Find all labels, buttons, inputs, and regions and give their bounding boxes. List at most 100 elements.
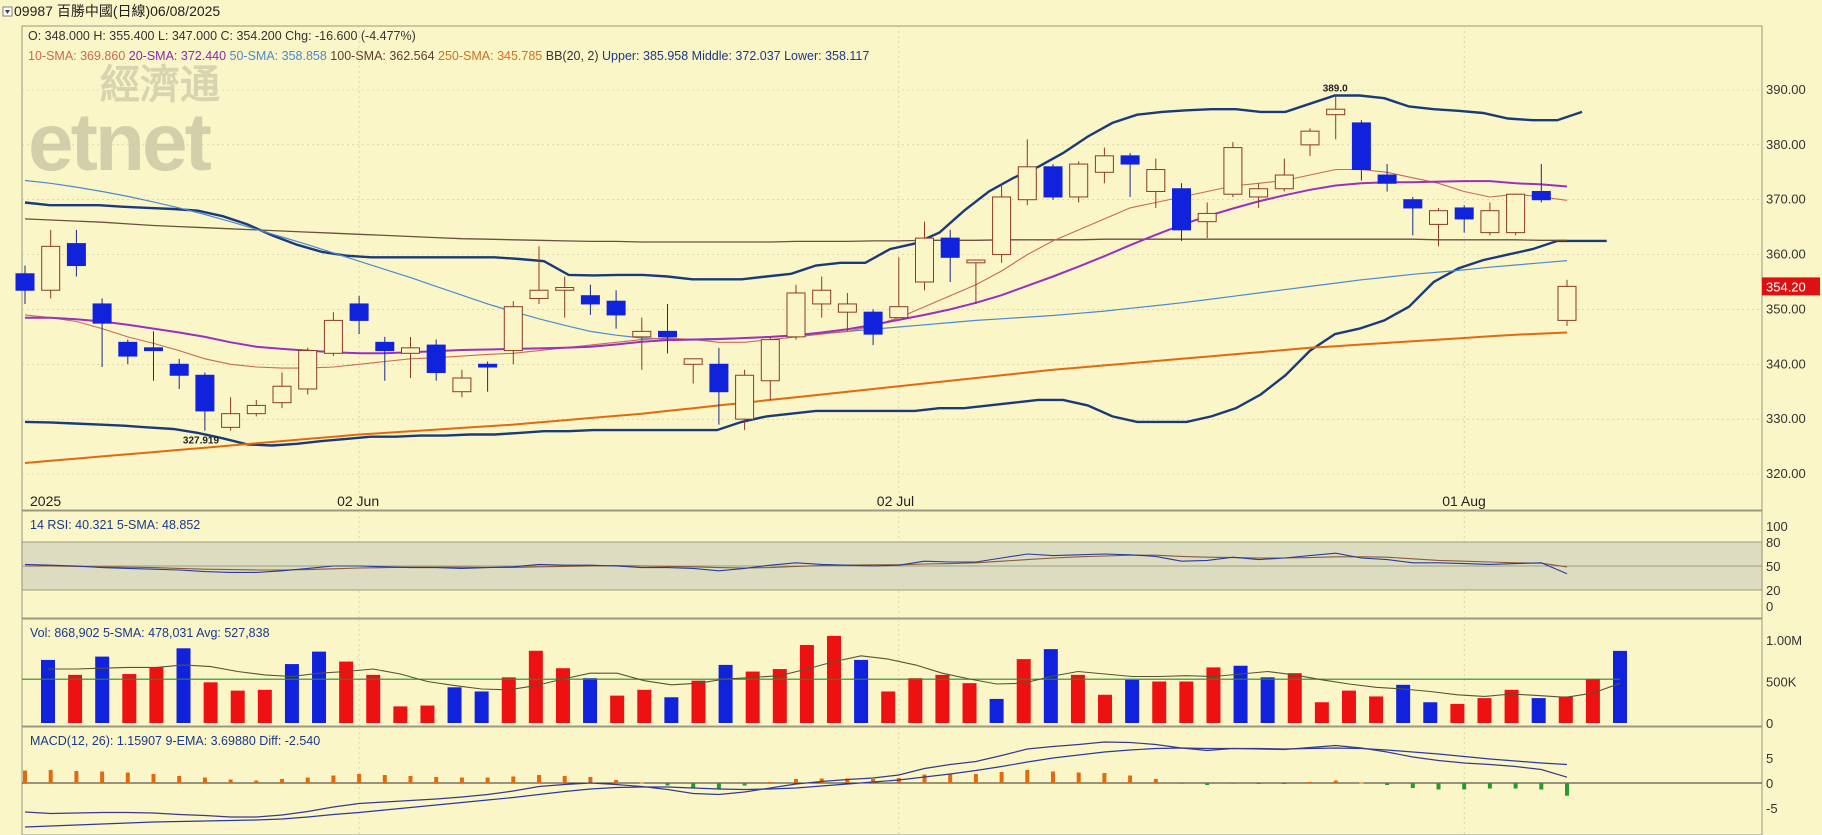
macd-histogram-bar (948, 773, 953, 783)
candle (709, 347, 729, 425)
candle (66, 229, 86, 277)
sma250-line (24, 331, 1568, 464)
candle-up-body (632, 330, 652, 338)
macd-histogram-bar (1205, 783, 1210, 785)
volume-panel: 1.00M 500K 0 (22, 633, 1802, 731)
macd-histogram-bar (588, 777, 593, 783)
candle-down-body (15, 273, 35, 291)
candle (349, 295, 369, 335)
macd-line (24, 741, 1568, 818)
candle (92, 298, 112, 368)
macd-histogram-bar (125, 772, 130, 783)
candle-down-body (1531, 190, 1551, 201)
candle-down-body (580, 295, 600, 305)
candle-down-body (195, 374, 215, 412)
macd-histogram-bar (280, 779, 284, 783)
price-axis: 390.00 380.00 370.00 360.00 350.00 340.00 330.… (1762, 82, 1820, 481)
volume-bar (962, 683, 977, 723)
price-panel-frame (21, 25, 1763, 511)
candle-up-body (529, 289, 549, 299)
candle-down-body (709, 363, 729, 393)
candle-up-body (1557, 285, 1577, 321)
volume-bar (1260, 677, 1275, 723)
macd-signal-line (24, 747, 1568, 828)
macd-histogram-bar (100, 771, 105, 783)
volume-bar (989, 698, 1004, 723)
macd-histogram-bar (1308, 782, 1312, 783)
ohlc-readout: O: 348.000 H: 355.400 L: 347.000 C: 354.… (28, 29, 416, 43)
candle (1094, 147, 1114, 184)
macd-histogram-bar (1102, 773, 1107, 783)
volume-bar (1314, 702, 1329, 723)
macd-histogram-bar (614, 780, 619, 783)
candle (401, 336, 420, 378)
macd-histogram-bar (871, 779, 876, 783)
candle (1069, 161, 1089, 203)
volume-bar (149, 667, 164, 723)
candle (1274, 158, 1294, 192)
volume-label: Vol: 868,902 5-SMA: 478,031 Avg: 527,838 (30, 626, 270, 640)
macd-histogram-bar (768, 782, 773, 783)
volume-bar (610, 695, 625, 723)
price-tick-label: 360.00 (1766, 247, 1806, 262)
volume-bar (718, 664, 733, 723)
candle (1506, 193, 1526, 236)
volume-bar (1423, 702, 1438, 723)
macd-histogram-bar (305, 777, 310, 783)
period-high-label: 389.0 (1323, 83, 1348, 94)
candle-up-body (298, 350, 318, 390)
legend-item-3: 100-SMA: 362.564 (330, 49, 438, 63)
period-low-label: 327.919 (183, 436, 220, 447)
candle-up-body (915, 237, 934, 283)
volume-bar (312, 651, 327, 723)
macd-histogram-bar (639, 782, 644, 784)
watermark-etnet: etnet (28, 97, 212, 188)
price-tick-label: 320.00 (1766, 466, 1806, 481)
rsi-tick-label: 20 (1766, 583, 1780, 598)
candle-down-body (1172, 188, 1191, 231)
volume-bar (501, 677, 516, 723)
annotations: 389.0 327.919 (183, 83, 1348, 446)
macd-histogram-bar (1128, 775, 1133, 783)
candle-up-body (889, 306, 909, 319)
volume-bar (393, 706, 408, 723)
legend-item-5: BB(20, 2) (546, 49, 602, 63)
x-axis: 2025 02 Jun 02 Jul 01 Aug (30, 493, 1486, 509)
last-price-label: 354.20 (1766, 279, 1806, 294)
macd-label: MACD(12, 26): 1.15907 9-EMA: 3.69880 Dif… (30, 734, 320, 748)
candle-down-body (426, 344, 446, 374)
legend-item-2: 50-SMA: 358.858 (230, 49, 331, 63)
candle (658, 303, 677, 354)
candle (1120, 153, 1140, 197)
volume-bar (1585, 679, 1600, 723)
candle-up-body (1249, 188, 1269, 198)
candle (580, 284, 600, 315)
candle (1557, 279, 1577, 326)
candle (992, 183, 1012, 263)
macd-panel: 5 0 -5 (22, 741, 1778, 828)
rsi-tick-label: 50 (1766, 559, 1780, 574)
volume-bar (1396, 684, 1411, 723)
legend-item-1: 20-SMA: 372.440 (129, 49, 230, 63)
volume-bar (772, 669, 787, 723)
volume-bar (176, 648, 191, 723)
macd-histogram-bar (382, 775, 387, 783)
candle-down-body (940, 237, 960, 258)
rsi-tick-label: 80 (1766, 535, 1780, 550)
macd-histogram-bar (357, 774, 362, 783)
volume-bar (637, 689, 652, 723)
candle (272, 372, 292, 409)
candle-up-body (1300, 130, 1320, 146)
volume-bar (691, 680, 706, 723)
candle (41, 229, 61, 299)
candle-up-body (735, 374, 755, 420)
volume-bar (1613, 650, 1627, 723)
rsi-sma-line (25, 554, 1568, 571)
volume-bar (1531, 698, 1546, 723)
x-tick-label: 2025 (30, 493, 61, 509)
volume-bar (230, 690, 245, 723)
candle (683, 358, 703, 384)
candle (606, 290, 626, 329)
candle-down-body (1454, 207, 1474, 220)
